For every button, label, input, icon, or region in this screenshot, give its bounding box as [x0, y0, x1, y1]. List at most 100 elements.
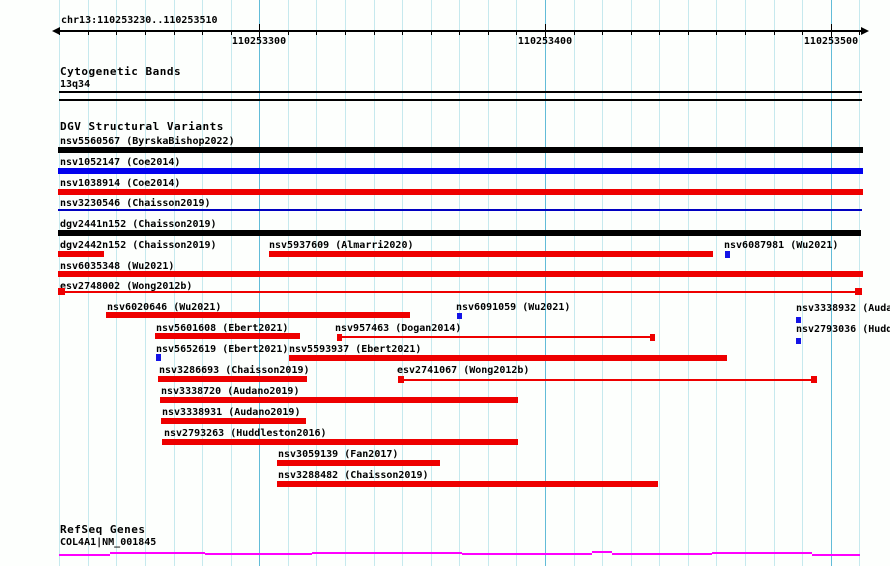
ruler-tick-minor [802, 31, 804, 35]
gridline-minor [230, 0, 232, 566]
variant-point-glyph-nsv5652619[interactable] [156, 354, 161, 361]
ruler-tick-minor [116, 31, 118, 35]
variant-label-nsv5652619[interactable]: nsv5652619 (Ebert2021) [156, 344, 289, 355]
refseq-gene-label[interactable]: COL4A1|NM_001845 [60, 537, 157, 548]
ruler-tick-minor [59, 31, 61, 35]
variant-cap-glyph-nsv957463[interactable] [650, 334, 655, 341]
ruler-tick-minor [602, 31, 604, 35]
gridline-minor [173, 0, 175, 566]
gridline-minor [687, 0, 689, 566]
gridline-minor [145, 0, 146, 566]
ruler-arrow-left [52, 27, 60, 35]
cytoband-label[interactable]: 13q34 [60, 79, 91, 90]
variant-point-glyph-nsv6087981[interactable] [725, 251, 730, 258]
variant-bar-glyph-nsv1052147[interactable] [58, 168, 863, 174]
variant-bar-glyph-nsv3338931[interactable] [161, 418, 306, 424]
ruler-tick-minor [745, 31, 746, 35]
region-title: chr13:110253230..110253510 [61, 15, 218, 26]
gridline-minor [745, 0, 746, 566]
ruler-tick-minor [402, 31, 404, 35]
variant-label-nsv957463[interactable]: nsv957463 (Dogan2014) [335, 323, 462, 334]
variant-label-nsv5601608[interactable]: nsv5601608 (Ebert2021) [156, 323, 289, 334]
variant-label-nsv6091059[interactable]: nsv6091059 (Wu2021) [456, 302, 571, 313]
variant-label-nsv3338720[interactable]: nsv3338720 (Audano2019) [161, 386, 300, 397]
ruler-arrow-right [861, 27, 869, 35]
variant-bar-glyph-nsv5560567[interactable] [58, 147, 863, 153]
variant-point-glyph-nsv3338932[interactable] [796, 317, 801, 323]
gene-line-segment[interactable] [59, 554, 110, 556]
variant-cap-glyph-esv2741067[interactable] [811, 376, 817, 383]
variant-label-nsv5560567[interactable]: nsv5560567 (ByrskaBishop2022) [60, 136, 235, 147]
variant-bar-glyph-nsv5601608[interactable] [155, 333, 300, 339]
ruler-tick-minor [630, 31, 632, 35]
variant-bar-glyph-nsv1038914[interactable] [58, 189, 863, 195]
gene-line-segment[interactable] [205, 553, 312, 555]
ruler-tick-major [830, 24, 832, 38]
variant-label-dgv2441n152[interactable]: dgv2441n152 (Chaisson2019) [60, 219, 217, 230]
variant-point-glyph-nsv6091059[interactable] [457, 313, 462, 319]
gridline-minor [345, 0, 346, 566]
gridline-minor [402, 0, 404, 566]
variant-label-esv2741067[interactable]: esv2741067 (Wong2012b) [397, 365, 530, 376]
gridline-minor [602, 0, 604, 566]
ruler-tick-minor [716, 31, 718, 35]
gene-line-segment[interactable] [612, 553, 712, 555]
variant-label-nsv3338932[interactable]: nsv3338932 (Audano2019) [796, 303, 890, 314]
gridline-minor [802, 0, 804, 566]
variant-label-nsv6087981[interactable]: nsv6087981 (Wu2021) [724, 240, 839, 251]
variant-label-nsv6020646[interactable]: nsv6020646 (Wu2021) [107, 302, 222, 313]
variant-bar-glyph-nsv5593937[interactable] [289, 355, 727, 361]
variant-bar-glyph-dgv2441n152[interactable] [58, 230, 861, 236]
ruler-tick-minor [687, 31, 689, 35]
variant-bar-glyph-nsv3059139[interactable] [277, 460, 440, 466]
variant-label-nsv3230546[interactable]: nsv3230546 (Chaisson2019) [60, 198, 211, 209]
variant-label-nsv3059139[interactable]: nsv3059139 (Fan2017) [278, 449, 399, 460]
variant-cap-glyph-esv2748002[interactable] [855, 288, 862, 295]
variant-label-dgv2442n152[interactable]: dgv2442n152 (Chaisson2019) [60, 240, 217, 251]
ruler-tick-minor [659, 31, 661, 35]
variant-line-glyph-esv2748002[interactable] [65, 291, 855, 293]
variant-bar-glyph-nsv2793263[interactable] [162, 439, 518, 445]
variant-bar-glyph-nsv6035348[interactable] [58, 271, 863, 277]
variant-label-nsv1052147[interactable]: nsv1052147 (Coe2014) [60, 157, 181, 168]
variant-line-glyph-esv2741067[interactable] [404, 379, 811, 381]
variant-bar-glyph-dgv2442n152[interactable] [58, 251, 104, 257]
ruler-tick-minor [87, 31, 89, 35]
variant-label-nsv2793263[interactable]: nsv2793263 (Huddleston2016) [164, 428, 327, 439]
variant-cap-glyph-esv2741067[interactable] [398, 376, 404, 383]
variant-cap-glyph-esv2748002[interactable] [58, 288, 65, 295]
variant-label-nsv3338931[interactable]: nsv3338931 (Audano2019) [162, 407, 301, 418]
variant-bar-glyph-nsv5937609[interactable] [269, 251, 713, 257]
gridline-major [259, 0, 261, 566]
variant-bar-glyph-nsv3286693[interactable] [158, 376, 307, 382]
variant-label-nsv5593937[interactable]: nsv5593937 (Ebert2021) [289, 344, 422, 355]
gridline-minor [487, 0, 489, 566]
variant-label-esv2748002[interactable]: esv2748002 (Wong2012b) [60, 281, 193, 292]
gene-line-segment[interactable] [592, 551, 612, 553]
variant-point-glyph-nsv2793036[interactable] [796, 338, 801, 344]
variant-cap-glyph-nsv957463[interactable] [337, 334, 342, 341]
gene-line-segment[interactable] [712, 552, 812, 554]
gene-line-segment[interactable] [110, 552, 205, 554]
gene-line-segment[interactable] [812, 554, 860, 556]
ruler-tick-minor [287, 31, 289, 35]
gene-line-segment[interactable] [462, 553, 592, 555]
variant-label-nsv3288482[interactable]: nsv3288482 (Chaisson2019) [278, 470, 429, 481]
gridline-minor [87, 0, 89, 566]
variant-line-glyph-nsv3230546[interactable] [58, 209, 862, 211]
gridline-minor [630, 0, 632, 566]
variant-bar-glyph-nsv3288482[interactable] [277, 481, 658, 487]
ruler-tick-minor [202, 31, 204, 35]
variant-label-nsv3286693[interactable]: nsv3286693 (Chaisson2019) [159, 365, 310, 376]
ruler-tick-minor [573, 31, 575, 35]
variant-label-nsv1038914[interactable]: nsv1038914 (Coe2014) [60, 178, 181, 189]
variant-label-nsv2793036[interactable]: nsv2793036 (Huddleston2016) [796, 324, 890, 335]
variant-label-nsv6035348[interactable]: nsv6035348 (Wu2021) [60, 261, 175, 272]
variant-label-nsv5937609[interactable]: nsv5937609 (Almarri2020) [269, 240, 414, 251]
variant-line-glyph-nsv957463[interactable] [342, 336, 651, 338]
variant-bar-glyph-nsv6020646[interactable] [106, 312, 410, 318]
gene-line-segment[interactable] [312, 552, 462, 554]
variant-bar-glyph-nsv3338720[interactable] [160, 397, 518, 403]
cytoband-glyph[interactable] [59, 91, 862, 101]
